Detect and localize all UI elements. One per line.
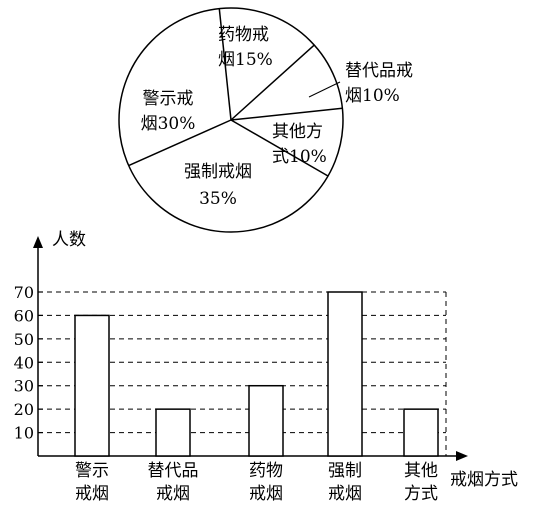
pie-slice-boundary [230,44,315,121]
y-tick-label: 40 [14,353,34,372]
x-category-label: 戒烟 [75,484,109,504]
pie-slice-label: 烟30% [141,114,196,134]
x-category-label: 戒烟 [328,484,362,504]
pie-slice-label: 替代品戒 [345,61,413,81]
x-axis-arrow [456,451,468,461]
bar [327,291,363,457]
x-category-label: 药物 [249,461,283,481]
bar [155,408,191,457]
y-axis-label: 人数 [52,230,86,250]
pie-slice-label: 烟10% [345,86,400,106]
pie-slice-label: 烟15% [218,50,273,70]
pie-slice-label: 35% [199,189,237,209]
pie-slice-label: 药物戒 [218,25,269,45]
pie-slice-boundary [128,119,232,167]
pie-slice-label: 式10% [272,147,327,167]
x-axis-label: 戒烟方式 [450,470,518,490]
x-category-label: 方式 [404,484,438,504]
pie-leader-line [308,81,341,98]
y-tick-label: 30 [14,377,34,396]
bar [403,408,439,457]
y-tick-label: 70 [14,283,34,302]
y-tick-label: 60 [14,306,34,325]
bar [248,384,284,457]
x-category-label: 戒烟 [249,484,283,504]
x-category-label: 戒烟 [156,484,190,504]
y-tick-label: 10 [14,424,34,443]
pie-slice-label: 其他方 [272,122,323,142]
x-category-label: 警示 [75,461,109,481]
x-category-label: 替代品 [148,461,199,481]
y-tick-label: 20 [14,400,34,419]
y-tick-label: 50 [14,330,34,349]
pie-slice-boundary [230,119,329,177]
x-category-label: 强制 [328,461,362,481]
pie-slice-boundary [230,107,343,121]
pie-slice-boundary [218,8,232,121]
pie-slice-label: 强制戒烟 [184,162,252,182]
bar [74,314,110,457]
pie-outline [118,7,344,233]
pie-slice-label: 警示戒 [143,89,194,109]
y-axis-arrow [33,236,43,248]
x-category-label: 其他 [404,461,438,481]
